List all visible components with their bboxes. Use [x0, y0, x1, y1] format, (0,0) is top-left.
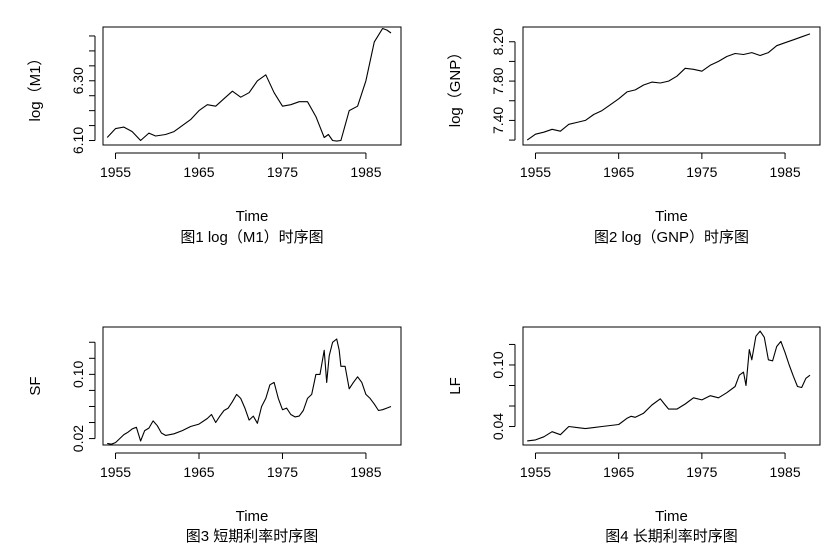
chart-panel-4: 1955 1965 1975 1985 0.04 0.10 Time LF 图4 长期利率时序图 — [447, 326, 821, 545]
series-line — [106, 27, 392, 142]
chart-panel-1: 1955 1965 1975 1985 6.10 6.30 Time log（M1） 图1 lo… — [27, 26, 402, 246]
x-tick-label: 1955 — [520, 164, 551, 180]
x-axis-label: Time — [655, 508, 688, 525]
x-tick-label: 1965 — [603, 464, 634, 480]
chart-title: 图3 短期利率时序图 — [186, 528, 319, 545]
x-tick-label: 1975 — [267, 164, 298, 180]
y-tick-label: 0.02 — [70, 425, 86, 452]
y-axis-label: log（GNP） — [447, 45, 464, 128]
x-tick-label: 1955 — [100, 464, 131, 480]
x-tick-label: 1975 — [267, 464, 298, 480]
y-tick-label: 7.80 — [490, 67, 506, 94]
x-tick-label: 1965 — [183, 464, 214, 480]
x-axis-label: Time — [236, 508, 269, 525]
plot-frame — [522, 26, 821, 146]
x-tick-label: 1955 — [100, 164, 131, 180]
x-tick-label: 1965 — [183, 164, 214, 180]
series-line — [107, 338, 392, 445]
chart-title: 图1 log（M1）时序图 — [180, 229, 323, 246]
x-tick-label: 1985 — [769, 464, 800, 480]
y-tick-label: 6.10 — [70, 127, 86, 154]
chart-panel-3: 1955 1965 1975 1985 0.02 0.10 Time SF 图3 短期利率时序图 — [27, 326, 402, 545]
chart-title: 图2 log（GNP）时序图 — [594, 229, 749, 246]
series-line — [526, 33, 811, 141]
x-tick-label: 1985 — [350, 164, 381, 180]
x-tick-label: 1965 — [603, 164, 634, 180]
x-tick-label: 1975 — [686, 464, 717, 480]
y-tick-label: 0.10 — [490, 351, 506, 378]
plot-frame — [522, 326, 821, 446]
x-tick-label: 1985 — [350, 464, 381, 480]
y-tick-label: 6.30 — [70, 67, 86, 94]
y-axis-label: log（M1） — [27, 51, 44, 122]
y-tick-label: 7.40 — [490, 107, 506, 134]
y-tick-label: 0.10 — [70, 361, 86, 388]
plot-frame — [102, 26, 402, 146]
chart-panel-2: 1955 1965 1975 1985 7.40 7.80 8.20 Time log（GNP）… — [447, 26, 821, 246]
y-tick-label: 0.04 — [490, 413, 506, 440]
x-axis-label: Time — [236, 208, 269, 225]
y-axis-label: SF — [27, 376, 44, 395]
y-axis-label: LF — [447, 377, 464, 395]
x-tick-label: 1955 — [520, 464, 551, 480]
y-tick-label: 8.20 — [490, 28, 506, 55]
x-axis-label: Time — [655, 208, 688, 225]
x-tick-label: 1975 — [686, 164, 717, 180]
x-tick-label: 1985 — [769, 164, 800, 180]
plot-frame — [102, 326, 402, 446]
series-line — [527, 330, 811, 442]
chart-title: 图4 长期利率时序图 — [605, 528, 738, 545]
